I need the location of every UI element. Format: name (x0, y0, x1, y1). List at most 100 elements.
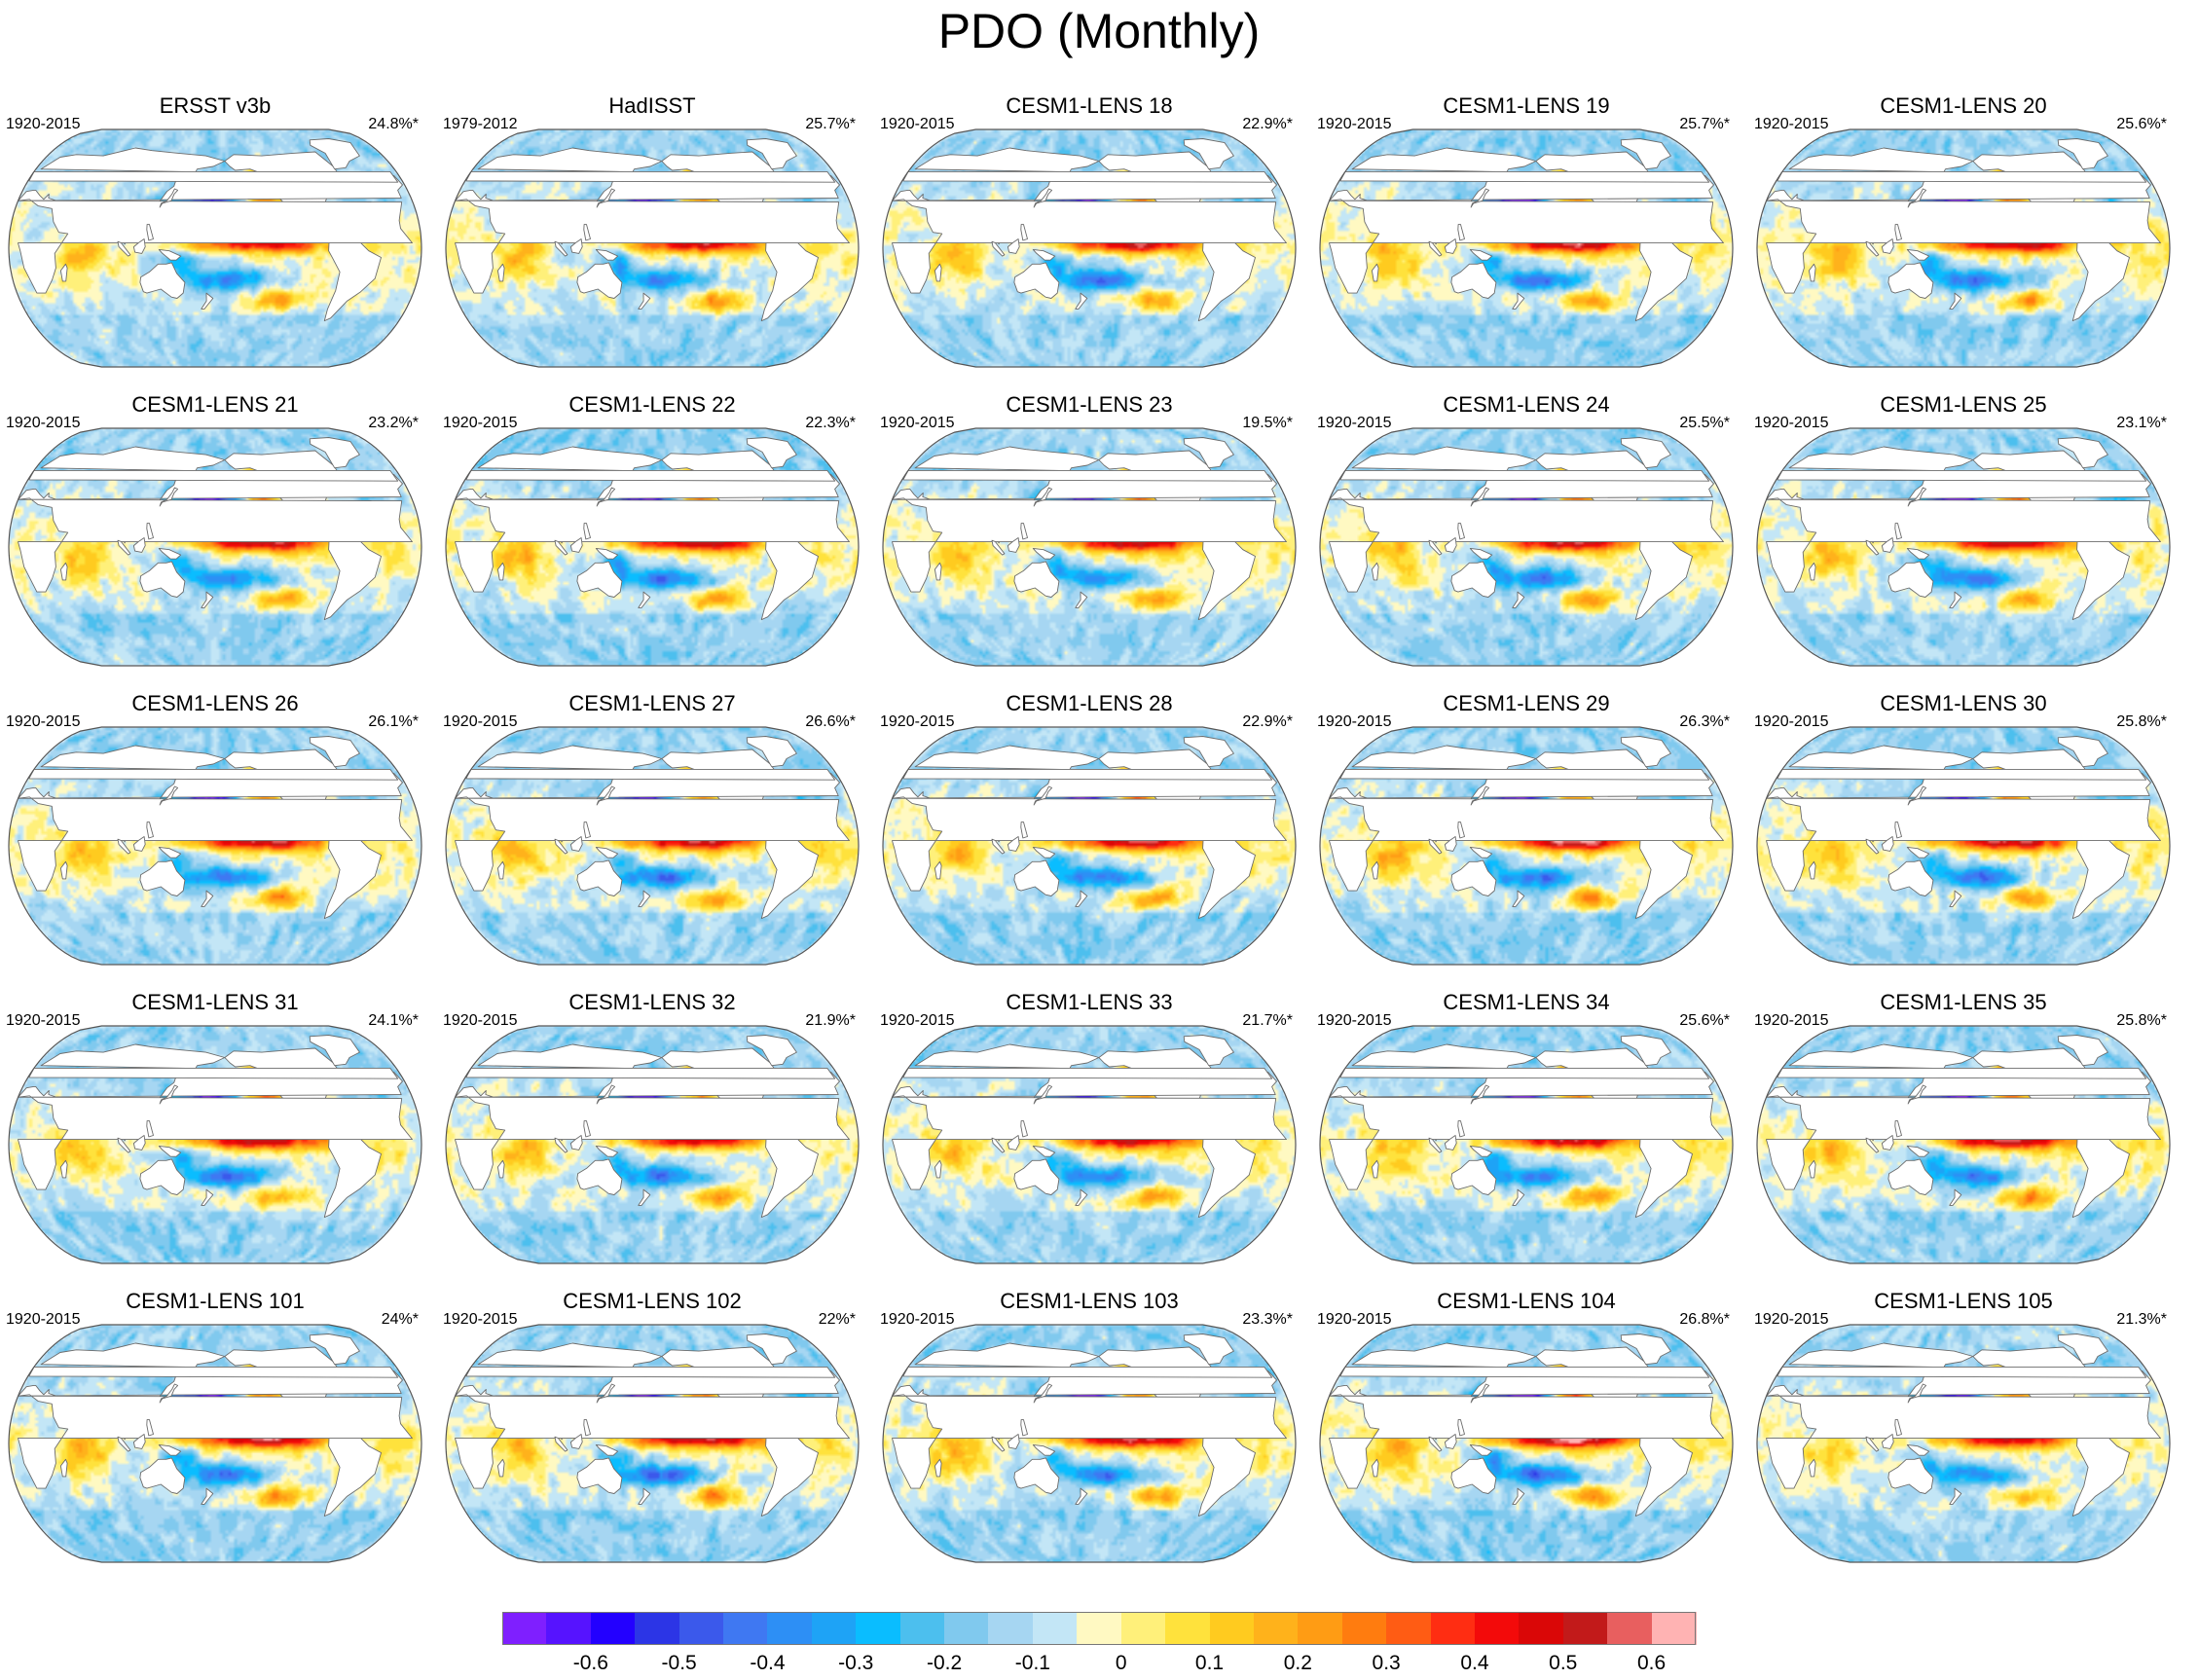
new-guinea-landmass (158, 248, 182, 261)
new-guinea-landmass (1906, 547, 1930, 560)
south-america-landmass (1197, 531, 1256, 621)
borneo-landmass (1444, 1434, 1457, 1449)
borneo-landmass (1881, 1434, 1894, 1449)
colorbar-bin (1519, 1612, 1564, 1645)
panel-title: CESM1-LENS 102 (563, 1289, 742, 1313)
australia-landmass (139, 262, 186, 299)
borneo-landmass (1007, 1434, 1020, 1449)
borneo-landmass (569, 238, 583, 254)
new-guinea-landmass (158, 1443, 182, 1456)
uk-landmass (465, 469, 836, 482)
japan-landmass (159, 188, 179, 208)
colorbar-bin (899, 1612, 945, 1645)
uk-landmass (1777, 768, 2147, 781)
panel-title: CESM1-LENS 33 (1006, 990, 1173, 1014)
panel-years: 1920-2015 (6, 116, 81, 132)
south-america-landmass (760, 1428, 819, 1517)
sumatra-landmass (554, 539, 568, 556)
australia-landmass (1887, 1158, 1934, 1195)
madagascar-landmass (1808, 1458, 1816, 1478)
continents (1766, 1035, 2161, 1219)
new-guinea-landmass (1469, 547, 1493, 560)
africa-landmass (1329, 796, 1724, 892)
australia-landmass (1013, 1457, 1060, 1494)
uk-landmass (1339, 1067, 1710, 1079)
panel-title: CESM1-LENS 31 (131, 990, 299, 1014)
panel-title: CESM1-LENS 19 (1443, 93, 1610, 118)
new-zealand-landmass (1949, 1188, 1962, 1206)
south-america-landmass (323, 233, 382, 322)
sst-map (445, 427, 860, 667)
japan-landmass (159, 1084, 179, 1105)
uk-landmass (28, 170, 399, 183)
uk-landmass (1777, 1366, 2147, 1378)
greenland-landmass (2057, 1035, 2108, 1067)
africa-landmass (1766, 1095, 2161, 1190)
new-guinea-landmass (595, 846, 619, 858)
colorbar-bin (1386, 1612, 1432, 1645)
map-outline (445, 427, 860, 667)
philippines-landmass (146, 523, 154, 540)
panel-title: CESM1-LENS 29 (1443, 691, 1610, 715)
sumatra-landmass (991, 1137, 1006, 1153)
madagascar-landmass (496, 860, 505, 880)
colorbar-bin (767, 1612, 813, 1645)
africa-landmass (1329, 1394, 1724, 1489)
philippines-landmass (146, 1120, 154, 1138)
new-zealand-landmass (1949, 1487, 1962, 1505)
new-zealand-landmass (1075, 1188, 1088, 1206)
greenland-landmass (1620, 1333, 1671, 1366)
uk-landmass (902, 170, 1273, 183)
japan-landmass (159, 487, 179, 507)
uk-landmass (1777, 170, 2147, 183)
continents (18, 138, 413, 322)
sumatra-landmass (991, 838, 1006, 855)
madagascar-landmass (1808, 1159, 1816, 1179)
australia-landmass (1450, 1457, 1497, 1494)
colorbar-bin (1253, 1612, 1299, 1645)
colorbar-bin (944, 1612, 990, 1645)
greenland-landmass (2057, 138, 2108, 170)
borneo-landmass (132, 1135, 146, 1150)
south-america-landmass (760, 531, 819, 621)
philippines-landmass (1894, 1419, 1902, 1437)
uk-landmass (28, 1366, 399, 1378)
africa-landmass (18, 796, 413, 892)
panel-years: 1920-2015 (880, 1311, 955, 1328)
philippines-landmass (1020, 1419, 1028, 1437)
panel-years: 1920-2015 (880, 1012, 955, 1029)
colorbar-bin (1077, 1612, 1122, 1645)
australia-landmass (1450, 859, 1497, 896)
borneo-landmass (1444, 836, 1457, 852)
colorbar-bin (811, 1612, 857, 1645)
map-outline (882, 128, 1297, 368)
panel-years: 1920-2015 (1754, 116, 1829, 132)
colorbar-bin (856, 1612, 901, 1645)
map-panel: CESM1-LENS 28 1920-2015 22.9%* (880, 691, 1299, 973)
philippines-landmass (1020, 523, 1028, 540)
australia-landmass (139, 561, 186, 598)
continents (18, 1333, 413, 1517)
madagascar-landmass (934, 860, 942, 880)
colorbar-tick-label: -0.1 (1014, 1652, 1050, 1674)
new-zealand-landmass (1512, 1188, 1525, 1206)
new-zealand-landmass (1075, 890, 1088, 907)
south-america-landmass (1197, 1129, 1256, 1219)
philippines-landmass (146, 822, 154, 839)
map-outline (1756, 128, 2171, 368)
panel-variance-percent: 24%* (381, 1311, 419, 1328)
australia-landmass (1887, 262, 1934, 299)
continents (18, 1035, 413, 1219)
south-america-landmass (2071, 531, 2130, 621)
panel-variance-percent: 22.9%* (1242, 713, 1293, 730)
new-zealand-landmass (1512, 292, 1525, 310)
australia-landmass (1013, 561, 1060, 598)
panel-grid: ERSST v3b 1920-2015 24.8%* HadISST 1979-2012… (6, 93, 2198, 1578)
sumatra-landmass (1865, 240, 1880, 257)
africa-landmass (18, 1394, 413, 1489)
map-outline (445, 128, 860, 368)
uk-landmass (465, 170, 836, 183)
greenland-landmass (1183, 437, 1234, 469)
sst-map (1319, 1025, 1734, 1264)
philippines-landmass (1894, 224, 1902, 241)
